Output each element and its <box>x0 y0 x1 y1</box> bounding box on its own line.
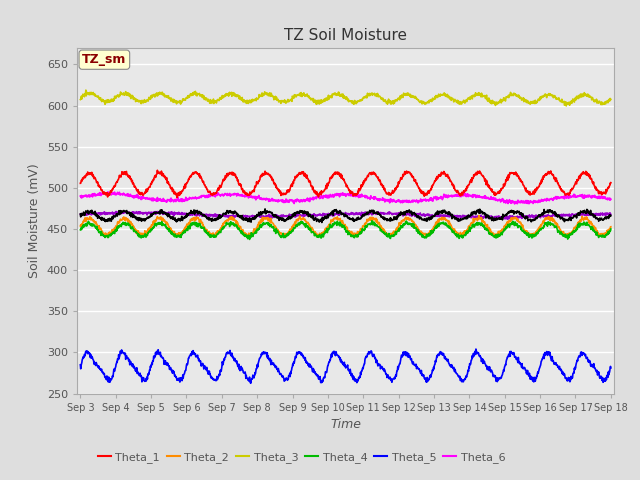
Theta_avg <box>261 206 269 212</box>
Theta_4 <box>429 228 436 234</box>
Theta_7 <box>545 213 552 219</box>
Theta_6 <box>77 193 84 199</box>
Theta_6 <box>497 197 505 203</box>
Theta_3 <box>254 96 262 102</box>
Line: Theta_7: Theta_7 <box>81 212 611 219</box>
Theta_7 <box>77 211 84 217</box>
Theta_4 <box>498 231 506 237</box>
Theta_2 <box>351 234 358 240</box>
Theta_6 <box>100 189 108 195</box>
Theta_7 <box>112 209 120 215</box>
Theta_3 <box>77 96 84 102</box>
Legend: Theta_7, Theta_avg: Theta_7, Theta_avg <box>93 475 247 480</box>
Theta_5 <box>254 361 262 367</box>
Theta_4 <box>77 227 84 233</box>
Line: Theta_5: Theta_5 <box>81 349 611 384</box>
Theta_avg <box>498 216 506 222</box>
Theta_2 <box>475 213 483 218</box>
Theta_7 <box>195 211 202 217</box>
Y-axis label: Soil Moisture (mV): Soil Moisture (mV) <box>28 163 41 278</box>
Theta_6 <box>182 194 189 200</box>
Theta_4 <box>607 226 614 232</box>
Theta_6 <box>428 196 436 202</box>
Theta_7 <box>497 214 505 220</box>
Theta_1 <box>545 169 552 175</box>
Theta_5 <box>545 350 552 356</box>
Theta_avg <box>182 213 189 219</box>
Theta_2 <box>182 224 189 230</box>
Theta_2 <box>77 223 84 229</box>
Theta_avg <box>77 211 84 217</box>
Theta_5 <box>182 368 189 373</box>
Theta_1 <box>195 173 203 179</box>
Theta_1 <box>173 194 180 200</box>
Line: Theta_4: Theta_4 <box>81 221 611 240</box>
Theta_4 <box>368 218 376 224</box>
Theta_1 <box>154 168 161 173</box>
Line: Theta_2: Theta_2 <box>81 216 611 237</box>
Theta_5 <box>247 381 255 386</box>
Theta_7 <box>504 216 511 222</box>
Theta_5 <box>195 355 202 361</box>
Theta_5 <box>428 370 436 375</box>
Theta_7 <box>607 212 614 217</box>
Theta_4 <box>195 220 202 226</box>
Theta_1 <box>182 181 190 187</box>
Theta_4 <box>545 221 552 227</box>
Theta_3 <box>428 98 436 104</box>
Theta_2 <box>498 227 506 232</box>
Theta_4 <box>246 237 253 242</box>
Theta_6 <box>607 196 614 202</box>
Theta_7 <box>428 212 436 217</box>
Theta_5 <box>498 373 506 379</box>
Text: TZ_sm: TZ_sm <box>82 53 127 66</box>
Theta_2 <box>254 222 262 228</box>
Theta_7 <box>182 211 189 217</box>
Theta_avg <box>195 209 202 215</box>
Theta_2 <box>195 215 202 221</box>
Theta_4 <box>254 228 262 233</box>
Theta_avg <box>607 213 614 218</box>
Theta_3 <box>82 87 90 93</box>
Theta_1 <box>429 182 436 188</box>
Theta_avg <box>254 212 262 217</box>
Theta_4 <box>182 228 189 234</box>
Theta_avg <box>318 220 326 226</box>
Theta_7 <box>254 213 262 219</box>
Theta_1 <box>77 180 84 186</box>
Theta_1 <box>498 186 506 192</box>
Theta_3 <box>563 103 570 109</box>
Theta_5 <box>607 365 614 371</box>
Line: Theta_3: Theta_3 <box>81 90 611 106</box>
Theta_6 <box>254 195 262 201</box>
Theta_3 <box>195 91 202 97</box>
Theta_3 <box>607 96 614 102</box>
Theta_6 <box>545 196 552 202</box>
Theta_2 <box>545 216 552 222</box>
Title: TZ Soil Moisture: TZ Soil Moisture <box>284 28 407 43</box>
Theta_3 <box>497 100 505 106</box>
Theta_6 <box>511 201 518 207</box>
X-axis label: Time: Time <box>330 418 361 431</box>
Theta_5 <box>77 362 84 368</box>
Theta_6 <box>195 194 202 200</box>
Theta_avg <box>545 210 552 216</box>
Theta_avg <box>429 215 436 221</box>
Theta_5 <box>472 346 480 352</box>
Theta_1 <box>255 178 262 184</box>
Line: Theta_6: Theta_6 <box>81 192 611 204</box>
Line: Theta_1: Theta_1 <box>81 170 611 197</box>
Theta_2 <box>607 224 614 229</box>
Theta_1 <box>607 180 614 185</box>
Line: Theta_avg: Theta_avg <box>81 209 611 223</box>
Theta_3 <box>182 96 189 101</box>
Theta_2 <box>428 227 436 232</box>
Theta_3 <box>545 92 552 97</box>
